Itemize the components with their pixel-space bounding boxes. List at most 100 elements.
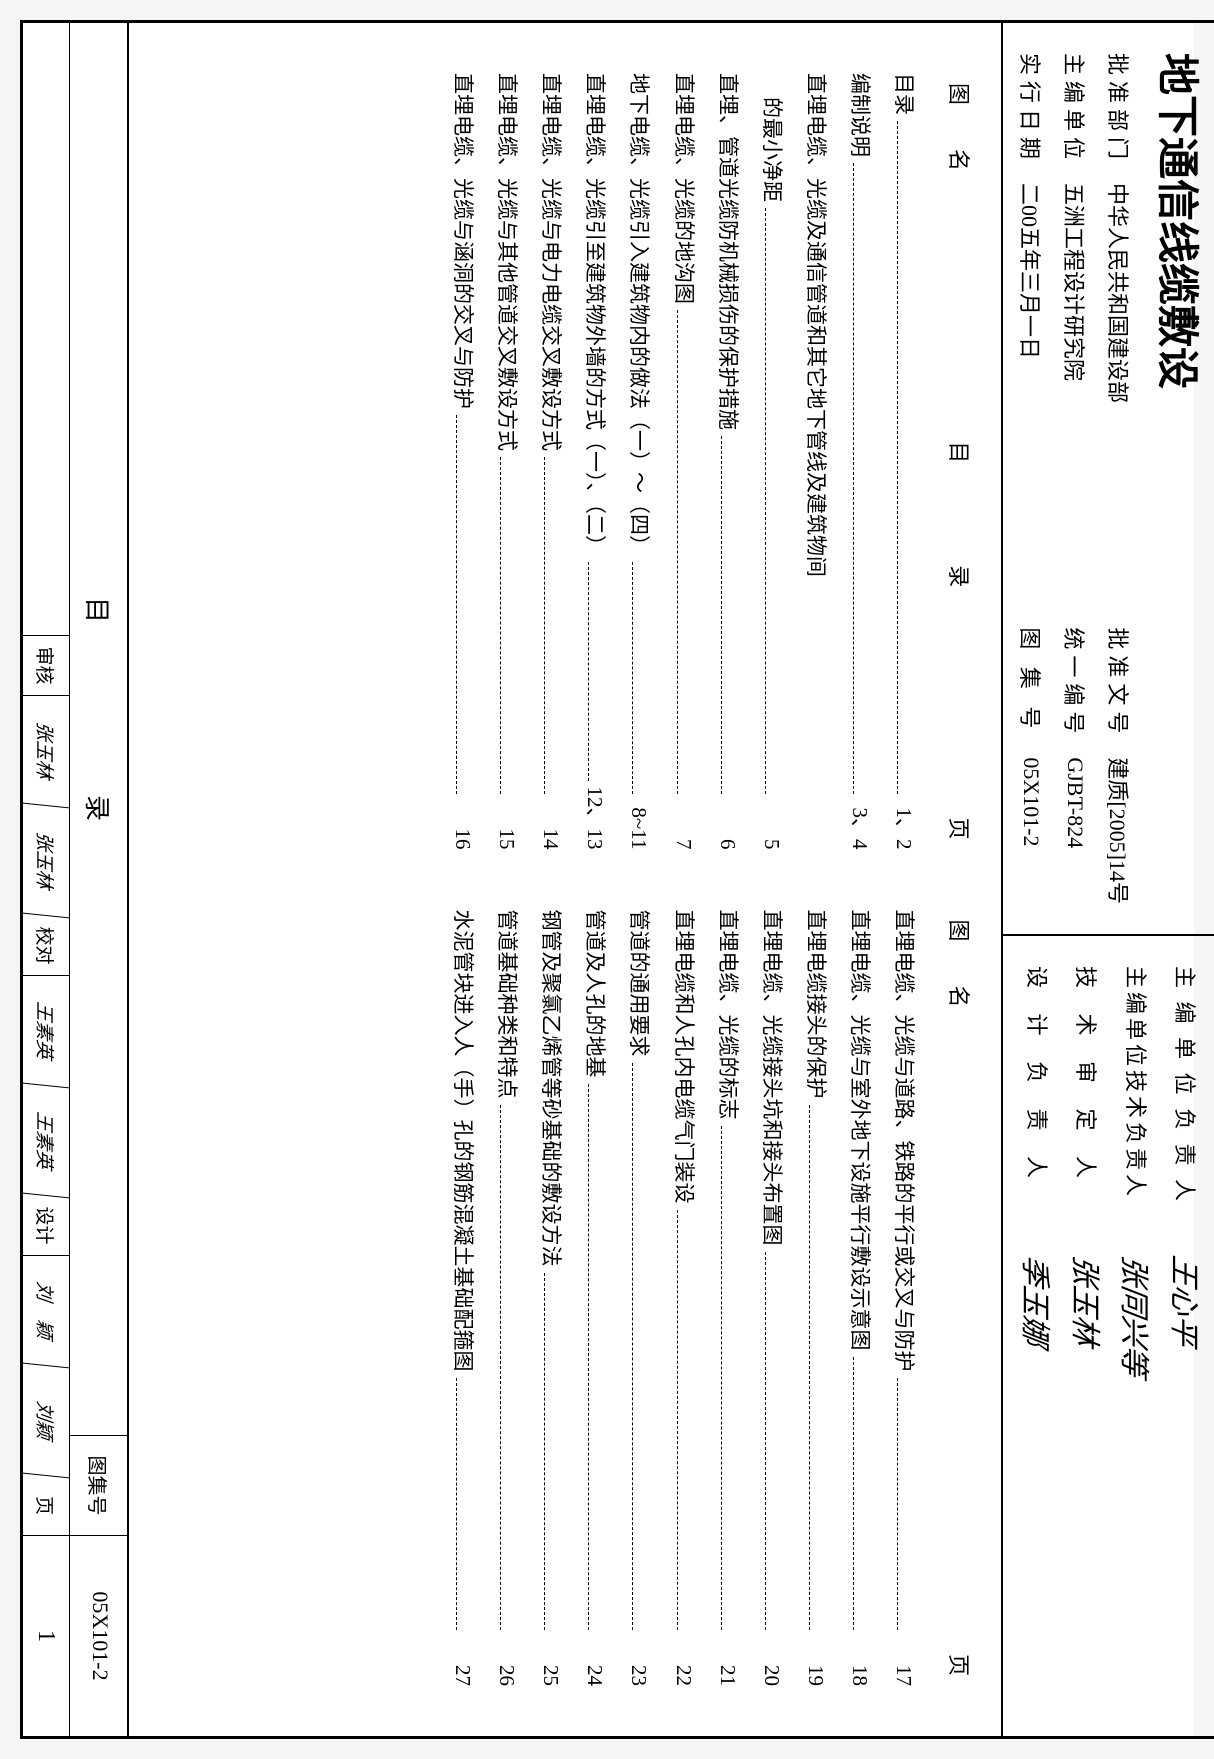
toc-body: 图 名 目 录 页 目录 1、2 编制说明 3、4 直埋电缆、光缆及通信管道和其它地下管…: [129, 23, 1001, 1736]
toc-leader: [632, 562, 633, 794]
design-signature: 季玉娜: [1015, 1253, 1060, 1349]
toc-entry-name: 直埋、管道光缆防机械损伤的保护措施: [706, 73, 750, 430]
shenhe-signature-2: 张玉林: [23, 804, 69, 919]
toc-entry-page: 19: [794, 1636, 838, 1686]
toc-leader: [544, 1273, 545, 1631]
toc-entry: 直埋电缆接头的保护 19: [794, 910, 838, 1687]
toc-entry-name: 编制说明: [838, 73, 882, 157]
footer-setno-label: 图集号: [70, 1436, 127, 1536]
toc-entry-page: 21: [706, 1636, 750, 1686]
setno-value: 05X101-2: [1018, 757, 1044, 904]
toc-entry: 直埋电缆、光缆与道路、铁路的平行或交叉与防护17: [882, 910, 926, 1687]
toc-entry-name: 直埋电缆、光缆及通信管道和其它地下管线及建筑物间: [794, 73, 838, 577]
toc-entry-page: 6: [706, 800, 750, 850]
toc-leader: [588, 1084, 589, 1631]
toc-entry-name: 钢管及聚氯乙烯管等砂基础的敷设方法: [529, 910, 573, 1267]
chief-signature: 王心平: [1164, 1253, 1209, 1349]
title-block: 地下通信线缆敷设 批准部门 中华人民共和国建设部 批准文号 建质[2005]14…: [1003, 23, 1214, 936]
setno-label: 图 集 号: [1015, 627, 1047, 739]
header-row: 地下通信线缆敷设 批准部门 中华人民共和国建设部 批准文号 建质[2005]14…: [1001, 23, 1214, 1736]
tech-row: 主编单位技术负责人 张同兴等: [1114, 966, 1159, 1706]
toc-entry-page: 24: [573, 1636, 617, 1686]
toc-leader: [897, 121, 898, 794]
document-title: 地下通信线缆敷设: [1150, 53, 1211, 904]
toc-entry: 管道的通用要求23: [617, 910, 661, 1687]
toc-entry-page: 16: [441, 800, 485, 850]
approve-row: 技 术 审 定 人 张玉林: [1065, 966, 1110, 1706]
toc-entry: 直埋电缆、光缆与涵洞的交叉与防护 16: [441, 73, 485, 850]
ye-label: 页: [944, 817, 976, 839]
tuming-label-r: 图 名: [944, 920, 976, 1008]
toc-entry-page: 7: [661, 800, 705, 850]
date-value: 二00五年三月一日: [1015, 183, 1047, 609]
toc-entry: 地下电缆、光缆引入建筑物内的做法（一）～（四）8~11: [617, 73, 661, 850]
toc-entry-name: 管道基础种类和特点: [485, 910, 529, 1099]
toc-entry-page: 3、4: [838, 800, 882, 850]
toc-entry-name: 直埋电缆、光缆与电力电缆交叉敷设方式: [529, 73, 573, 451]
toc-entry-page: 25: [529, 1636, 573, 1686]
left-col-header: 图 名 目 录 页: [944, 73, 976, 850]
shenhe-signature: 张玉林: [23, 694, 69, 809]
toc-entry-name: 直埋电缆、光缆与涵洞的交叉与防护: [441, 73, 485, 409]
right-col-header: 图 名 页: [944, 910, 976, 1687]
footer-block: 目 录 图集号 05X101-2 审核 张玉林 张玉林 校对 王素英 王素英 设…: [23, 23, 129, 1736]
toc-right-entries: 直埋电缆、光缆与道路、铁路的平行或交叉与防护17直埋电缆、光缆与室外地下设施平行…: [441, 910, 926, 1687]
mulu-label: 目 录: [944, 441, 976, 627]
docno-label: 批准文号: [1103, 627, 1135, 739]
toc-entry-name: 目录: [882, 73, 926, 115]
toc-entry-page: 20: [750, 1636, 794, 1686]
toc-leader: [765, 208, 766, 794]
toc-leader: [588, 562, 589, 781]
toc-entry-page: 14: [529, 800, 573, 850]
toc-entry: 直埋电缆、光缆与电力电缆交叉敷设方式 14: [529, 73, 573, 850]
toc-entry: 水泥管块进入人（手）孔的钢筋混凝土基础配箍图 27: [441, 910, 485, 1687]
jiaodui-signature-2: 王素英: [23, 1084, 69, 1199]
toc-leader: [721, 1126, 722, 1631]
sheji-label: 设计: [23, 1196, 69, 1256]
page-number: 1: [23, 1536, 69, 1736]
unino-value: GJBT-824: [1062, 757, 1088, 904]
toc-columns: 图 名 目 录 页 目录 1、2 编制说明 3、4 直埋电缆、光缆及通信管道和其它地下管…: [139, 73, 976, 1686]
toc-entry-page: 26: [485, 1636, 529, 1686]
toc-entry: 直埋电缆、光缆与其他管道交叉敷设方式15: [485, 73, 529, 850]
toc-entry-page: 27: [441, 1636, 485, 1686]
sheji-signature: 刘 颖: [23, 1254, 69, 1369]
toc-leader: [632, 1063, 633, 1631]
toc-leader: [853, 163, 854, 794]
toc-entry-page: 5: [750, 800, 794, 850]
toc-entry-name: 直埋电缆接头的保护: [794, 910, 838, 1099]
docno-value: 建质[2005]14号: [1103, 757, 1135, 904]
toc-entry-page: 22: [661, 1636, 705, 1686]
toc-entry-name: 直埋电缆和人孔内电缆气门装设: [661, 910, 705, 1204]
ye-label-r: 页: [944, 1654, 976, 1676]
footer-spacer: [23, 23, 69, 636]
toc-entry: 直埋电缆、光缆及通信管道和其它地下管线及建筑物间: [794, 73, 838, 850]
toc-entry-page: 18: [838, 1636, 882, 1686]
toc-leader: [677, 1210, 678, 1631]
document-page: 地下通信线缆敷设 批准部门 中华人民共和国建设部 批准文号 建质[2005]14…: [20, 20, 1194, 1739]
approve-label: 技 术 审 定 人: [1071, 966, 1103, 1236]
signers-block: 主 编 单 位 负 责 人 王心平 主编单位技术负责人 张同兴等 技 术 审 定…: [1003, 936, 1214, 1736]
toc-entry: 的最小净距 5: [750, 73, 794, 850]
toc-entry-name: 水泥管块进入人（手）孔的钢筋混凝土基础配箍图: [441, 910, 485, 1372]
approval-info-grid: 批准部门 中华人民共和国建设部 批准文号 建质[2005]14号 主编单位 五洲…: [1015, 53, 1135, 904]
toc-entry-name: 直埋电缆、光缆接头坑和接头布置图: [750, 910, 794, 1246]
toc-entry-page: 1、2: [882, 800, 926, 850]
toc-entry-page: 17: [882, 1636, 926, 1686]
footer-row-1: 目 录 图集号 05X101-2: [69, 23, 127, 1736]
chief-label: 主 编 单 位 负 责 人: [1170, 966, 1202, 1236]
sheji-signature-2: 刘颖: [23, 1364, 69, 1479]
toc-entry-page: 23: [617, 1636, 661, 1686]
toc-entry: 编制说明 3、4: [838, 73, 882, 850]
footer-mulu: 目 录: [70, 23, 127, 1436]
toc-entry-name: 的最小净距: [750, 73, 794, 202]
page-label: 页: [23, 1476, 69, 1536]
toc-left-column: 图 名 目 录 页 目录 1、2 编制说明 3、4 直埋电缆、光缆及通信管道和其它地下管…: [139, 73, 976, 850]
toc-leader: [456, 1378, 457, 1631]
toc-entry: 钢管及聚氯乙烯管等砂基础的敷设方法 25: [529, 910, 573, 1687]
toc-leader: [809, 1105, 810, 1631]
toc-entry: 直埋电缆、光缆的标志21: [706, 910, 750, 1687]
footer-setno-value: 05X101-2: [70, 1536, 127, 1736]
toc-entry: 直埋电缆、光缆引至建筑物外墙的方式（一）、（二）12、13: [573, 73, 617, 850]
tech-signature: 张同兴等: [1114, 1253, 1159, 1379]
